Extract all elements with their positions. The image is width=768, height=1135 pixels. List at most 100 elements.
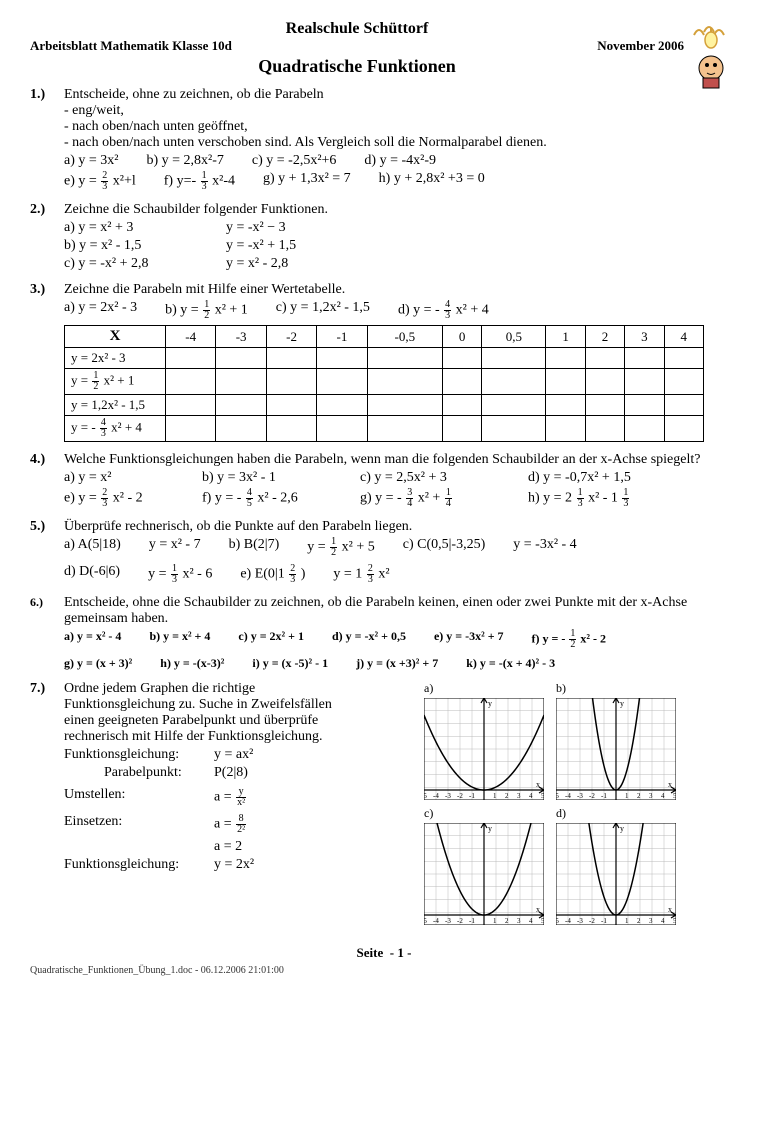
svg-text:x: x (668, 780, 672, 789)
ex6-a: a) y = x² - 4 (64, 629, 121, 650)
ex4-a: a) y = x² (64, 470, 174, 486)
ex1-a: a) y = 3x² (64, 153, 118, 169)
ex2-c1: c) y = -x² + 2,8 (64, 256, 214, 272)
svg-text:3: 3 (649, 792, 653, 800)
ex6-prompt: Entscheide, ohne die Schaubilder zu zeic… (64, 595, 738, 627)
svg-text:-1: -1 (469, 917, 475, 925)
ex7-umv: a = yx² (214, 787, 247, 808)
ex7-fg: Funktionsgleichung: (64, 747, 214, 763)
ex3-c: c) y = 1,2x² - 1,5 (276, 300, 370, 321)
parabola-graph-icon: xy-5-4-3-2-112345 (556, 823, 676, 925)
ex7-a2: a = 2 (214, 839, 242, 855)
ex4-e: e) y = 23 x² - 2 (64, 488, 174, 509)
ex6-d: d) y = -x² + 0,5 (332, 629, 406, 650)
table-row: y = - 43 x² + 4 (65, 416, 704, 442)
parabola-graph-icon: xy-5-4-3-2-112345 (424, 823, 544, 925)
ex7-l2: Funktionsgleichung zu. Suche in Zweifels… (64, 697, 414, 713)
svg-text:-1: -1 (601, 917, 607, 925)
svg-text:-4: -4 (565, 917, 571, 925)
ex5-ef: y = 1 23 x² (333, 564, 389, 585)
svg-text:-2: -2 (457, 917, 463, 925)
ex6-h: h) y = -(x-3)² (160, 656, 224, 671)
svg-text:y: y (620, 699, 624, 708)
doc-info: Quadratische_Funktionen_Übung_1.doc - 06… (30, 965, 738, 976)
ex1-f: f) y=- 13 x²-4 (164, 171, 235, 192)
ex5-c: c) C(0,5|-3,25) (403, 537, 486, 558)
ex7-l3: einen geeigneten Parabelpunkt und überpr… (64, 713, 414, 729)
head-illustration (684, 20, 738, 90)
value-table: X -4 -3 -2 -1 -0,5 0 0,5 1 2 3 4 y = 2x²… (64, 325, 704, 442)
ex7-l4: rechnerisch mit Hilfe der Funktionsgleic… (64, 729, 414, 745)
exercise-2: 2.) Zeichne die Schaubilder folgender Fu… (30, 202, 738, 272)
ex2-a1: a) y = x² + 3 (64, 220, 214, 236)
ex1-b: b) y = 2,8x²-7 (146, 153, 223, 169)
ex1-c: c) y = -2,5x²+6 (252, 153, 337, 169)
parabola-graph-icon: xy-5-4-3-2-112345 (424, 698, 544, 800)
ex7-ein: Einsetzen: (64, 814, 214, 835)
svg-text:y: y (488, 824, 492, 833)
ex1-bul2: - nach oben/nach unten geöffnet, (64, 119, 684, 135)
ex2-prompt: Zeichne die Schaubilder folgender Funkti… (64, 202, 738, 218)
ex5-prompt: Überprüfe rechnerisch, ob die Punkte auf… (64, 519, 738, 535)
ex4-g: g) y = - 34 x² + 14 (360, 488, 500, 509)
ex6-b: b) y = x² + 4 (149, 629, 210, 650)
ex2-num: 2.) (30, 202, 64, 272)
table-row-head: X -4 -3 -2 -1 -0,5 0 0,5 1 2 3 4 (65, 326, 704, 348)
ex4-c: c) y = 2,5x² + 3 (360, 470, 500, 486)
ex5-a: a) A(5|18) (64, 537, 121, 558)
svg-text:2: 2 (505, 792, 509, 800)
svg-text:3: 3 (517, 792, 521, 800)
ex4-h: h) y = 2 13 x² - 1 13 (528, 488, 630, 509)
ex5-b: b) B(2|7) (229, 537, 280, 558)
svg-text:3: 3 (517, 917, 521, 925)
ex6-g: g) y = (x + 3)² (64, 656, 132, 671)
ex1-h: h) y + 2,8x² +3 = 0 (379, 171, 485, 192)
svg-text:-2: -2 (589, 917, 595, 925)
svg-text:-3: -3 (445, 917, 451, 925)
ex7-pp: Parabelpunkt: (104, 765, 214, 781)
graph-label: d) (556, 806, 676, 821)
exercise-7: 7.) Ordne jedem Graphen die richtige Fun… (30, 681, 738, 925)
ex6-j: j) y = (x +3)² + 7 (356, 656, 438, 671)
ex5-num: 5.) (30, 519, 64, 585)
ex1-bul3: - nach oben/nach unten verschoben sind. … (64, 135, 684, 151)
thinker-icon (684, 20, 738, 90)
ex2-b1: b) y = x² - 1,5 (64, 238, 214, 254)
table-row: y = 1,2x² - 1,5 (65, 395, 704, 416)
svg-text:1: 1 (493, 792, 497, 800)
table-row: y = 12 x² + 1 (65, 369, 704, 395)
svg-text:x: x (536, 780, 540, 789)
svg-text:4: 4 (529, 792, 533, 800)
ex2-b2: y = -x² + 1,5 (226, 238, 296, 254)
svg-text:4: 4 (529, 917, 533, 925)
svg-text:1: 1 (493, 917, 497, 925)
ex6-c: c) y = 2x² + 1 (238, 629, 304, 650)
ex6-num: 6.) (30, 595, 64, 671)
ex5-df: y = 13 x² - 6 (148, 564, 212, 585)
ex7-l1: Ordne jedem Graphen die richtige (64, 681, 414, 697)
svg-text:-3: -3 (577, 917, 583, 925)
ex4-num: 4.) (30, 452, 64, 509)
svg-text:2: 2 (637, 917, 641, 925)
ex3-num: 3.) (30, 282, 64, 442)
ex3-d: d) y = - 43 x² + 4 (398, 300, 489, 321)
ex6-f: f) y = - 12 x² - 2 (532, 629, 606, 650)
ex7-fgv: y = ax² (214, 747, 253, 763)
ex7-fg2v: y = 2x² (214, 857, 254, 873)
exercise-3: 3.) Zeichne die Parabeln mit Hilfe einer… (30, 282, 738, 442)
ex1-prompt: Entscheide, ohne zu zeichnen, ob die Par… (64, 87, 684, 103)
ex6-i: i) y = (x -5)² - 1 (252, 656, 328, 671)
table-row: y = 2x² - 3 (65, 348, 704, 369)
ex7-einv: a = 82² (214, 814, 247, 835)
ex5-e: e) E(0|1 23 ) (240, 564, 305, 585)
svg-text:2: 2 (505, 917, 509, 925)
ex5-cf: y = -3x² - 4 (513, 537, 576, 558)
ex7-ppv: P(2|8) (214, 765, 248, 781)
svg-text:4: 4 (661, 917, 665, 925)
ex3-prompt: Zeichne die Parabeln mit Hilfe einer Wer… (64, 282, 738, 298)
exercise-4: 4.) Welche Funktionsgleichungen haben di… (30, 452, 738, 509)
graph-label: c) (424, 806, 544, 821)
svg-text:x: x (536, 905, 540, 914)
ex5-bf: y = 12 x² + 5 (307, 537, 375, 558)
graph-label: a) (424, 681, 544, 696)
